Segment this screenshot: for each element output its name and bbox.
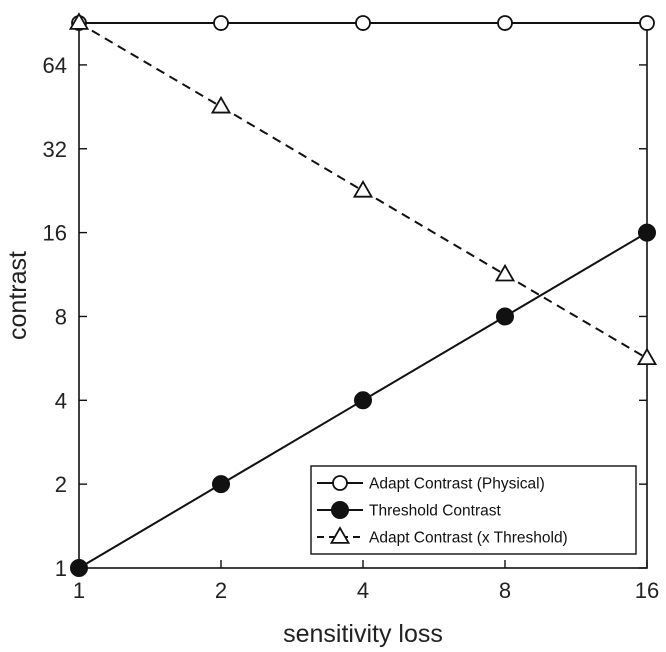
series-2-marker <box>212 475 230 494</box>
legend: Adapt Contrast (Physical) Threshold Contr… <box>310 465 637 555</box>
y-tick-label: 4 <box>55 388 67 413</box>
legend-label-3: Adapt Contrast (x Threshold) <box>369 530 568 547</box>
series-line-3 <box>78 22 648 360</box>
x-tick-label: 8 <box>499 578 511 603</box>
y-tick-label: 16 <box>43 221 67 246</box>
legend-label-1: Adapt Contrast (Physical) <box>369 476 545 493</box>
legend-marker-1 <box>332 475 348 491</box>
y-tick-label: 1 <box>55 556 67 581</box>
x-tick-label: 16 <box>635 578 659 603</box>
legend-marker-3 <box>329 526 351 544</box>
series-1-marker <box>497 15 513 31</box>
x-tick-label: 1 <box>73 578 85 603</box>
series-3-marker <box>210 95 232 114</box>
series-3-marker <box>352 180 374 198</box>
y-tick-label: 32 <box>43 137 67 162</box>
series-layer <box>68 12 658 577</box>
y-tick-label: 2 <box>55 472 67 497</box>
series-1-marker <box>355 15 371 31</box>
series-3-marker <box>636 347 658 366</box>
legend-marker-2 <box>331 501 349 519</box>
legend-label-2: Threshold Contrast <box>369 503 502 520</box>
series-1-marker <box>213 15 229 31</box>
y-tick-label: 8 <box>55 304 67 329</box>
series-1-marker <box>639 15 655 31</box>
x-axis-label: sensitivity loss <box>283 620 443 648</box>
series-3-marker <box>494 263 516 282</box>
y-tick-label: 64 <box>43 53 67 78</box>
series-2-marker <box>70 559 88 577</box>
series-2-marker <box>354 391 372 410</box>
y-axis-label: contrast <box>4 251 32 340</box>
x-tick-label: 4 <box>357 578 369 603</box>
x-tick-label: 2 <box>215 578 227 603</box>
series-2-marker <box>496 307 514 326</box>
y-axis-ticks: 1 2 4 8 16 32 64 <box>43 53 647 581</box>
series-2-marker <box>638 223 656 242</box>
legend-box <box>310 465 637 555</box>
series-3-marker <box>68 12 90 30</box>
